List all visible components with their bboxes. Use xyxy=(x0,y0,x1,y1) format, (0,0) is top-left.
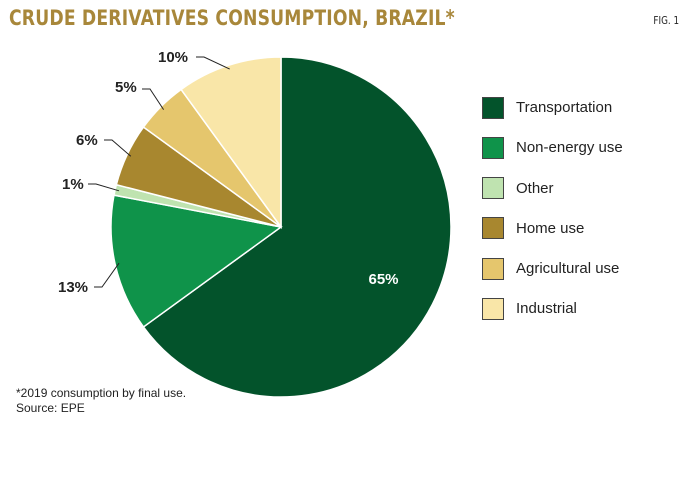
data-label-non-energy-use: 13% xyxy=(58,279,88,296)
pie-slice-industrial xyxy=(180,56,282,230)
data-label-home-use: 6% xyxy=(76,132,98,149)
data-label-transportation: 65% xyxy=(368,271,398,288)
legend-swatch-transportation xyxy=(482,96,504,119)
legend-label-agricultural-use: Agricultural use xyxy=(516,260,620,278)
legend-swatch-non-energy-use xyxy=(482,136,504,159)
legend-item-home-use: Home use xyxy=(482,215,623,242)
leader-line-home-use xyxy=(104,139,132,157)
legend-swatch-home-use xyxy=(482,217,504,240)
leader-line-agricultural-use xyxy=(142,88,165,110)
data-label-other: 1% xyxy=(62,176,84,193)
legend-label-non-energy-use: Non-energy use xyxy=(516,139,623,157)
legend-swatch-agricultural-use xyxy=(482,257,504,280)
legend-item-non-energy-use: Non-energy use xyxy=(482,134,623,161)
legend-item-industrial: Industrial xyxy=(482,295,623,322)
data-label-agricultural-use: 5% xyxy=(115,79,137,96)
source-note: Source: EPE xyxy=(16,401,85,415)
chart-notes: *2019 consumption by final use. Source: … xyxy=(16,386,186,416)
chart-legend: Transportation Non-energy use Other Home… xyxy=(482,94,623,336)
legend-swatch-other xyxy=(482,177,504,200)
legend-swatch-industrial xyxy=(482,297,504,320)
pie-slice-transportation xyxy=(142,56,452,398)
legend-label-other: Other xyxy=(516,179,554,197)
leader-line-industrial xyxy=(196,56,230,70)
data-label-industrial: 10% xyxy=(158,49,188,66)
legend-item-other: Other xyxy=(482,175,623,202)
legend-label-industrial: Industrial xyxy=(516,300,577,318)
chart-title: CRUDE DERIVATIVES CONSUMPTION, BRAZIL* xyxy=(9,6,455,30)
leader-line-non-energy-use xyxy=(94,262,120,288)
leader-line-other xyxy=(88,183,120,192)
legend-item-agricultural-use: Agricultural use xyxy=(482,255,623,282)
figure-label: FIG. 1 xyxy=(653,14,679,27)
legend-label-home-use: Home use xyxy=(516,219,585,237)
legend-label-transportation: Transportation xyxy=(516,99,613,116)
legend-item-transportation: Transportation xyxy=(482,94,623,121)
pie-slice-non-energy-use xyxy=(110,194,283,328)
footnote: *2019 consumption by final use. xyxy=(16,386,187,400)
